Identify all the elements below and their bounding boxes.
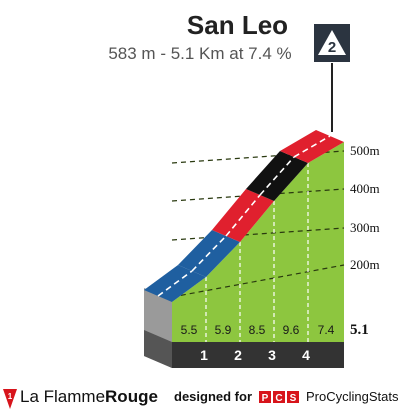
segment-gradient-label: 5.5: [181, 323, 198, 337]
road-centerline: [191, 235, 227, 272]
pcs-logo-icon: P C S: [259, 391, 299, 403]
road-centerline: [157, 270, 193, 297]
elevation-tick-label: 300m: [350, 220, 380, 235]
svg-text:C: C: [275, 393, 282, 403]
category-badge: 2: [314, 24, 350, 62]
elevation-gridline: [171, 188, 345, 202]
segment-gradient-label: 5.9: [215, 323, 232, 337]
procyclingstats-link[interactable]: ProCyclingStats: [306, 389, 399, 404]
elevation-tick-label: 200m: [350, 257, 380, 272]
brand-suffix: Rouge: [105, 387, 158, 406]
svg-text:S: S: [290, 393, 297, 403]
footer: 1 La FlammeRouge designed for P C S ProC…: [0, 387, 405, 411]
category-number: 2: [328, 39, 336, 56]
total-distance-label: 5.1: [350, 322, 369, 338]
road-centerline: [225, 194, 261, 237]
elevation-gridline: [171, 264, 345, 298]
la-flamme-rouge-link[interactable]: La FlammeRouge: [20, 387, 158, 407]
elevation-tick-label: 400m: [350, 181, 380, 196]
road-segment: [212, 189, 274, 242]
elevation-gridline: [171, 150, 345, 164]
climb-subtitle: 583 m - 5.1 Km at 7.4 %: [108, 44, 292, 63]
segment-gradient-label: 9.6: [283, 323, 300, 337]
elevation-tick-label: 500m: [350, 143, 380, 158]
km-marker-label: 4: [302, 347, 310, 363]
profile-base-side: [144, 330, 172, 368]
segment-gradient-label: 7.4: [318, 323, 335, 337]
svg-text:P: P: [262, 393, 269, 403]
km-marker-label: 1: [200, 347, 208, 363]
segment-gradient-label: 8.5: [249, 323, 266, 337]
climb-title: San Leo: [186, 10, 289, 40]
profile-slope-fill: [172, 142, 344, 342]
designed-for-label: designed for: [174, 389, 253, 404]
brand-prefix: La Flamme: [20, 387, 106, 406]
km-marker-label: 3: [268, 347, 276, 363]
profile-group: 200m 300m 400m 500m 5.5 5.9 8.5 9.6 7.4 1 2 3 4 5.1: [144, 130, 380, 368]
km-marker-label: 2: [234, 347, 242, 363]
road-centerline: [293, 135, 331, 158]
profile-base: [172, 342, 344, 368]
la-flamme-rouge-logo-icon: 1: [3, 389, 17, 409]
road-centerline: [259, 156, 295, 196]
elevation-gridline: [171, 227, 345, 241]
svg-text:1: 1: [8, 392, 13, 401]
elevation-profile-chart: 2 200m 300m 400m 500m 5.5 5.9 8.5 9.6 7.4 1 2 3 4 5.1: [144, 24, 380, 368]
